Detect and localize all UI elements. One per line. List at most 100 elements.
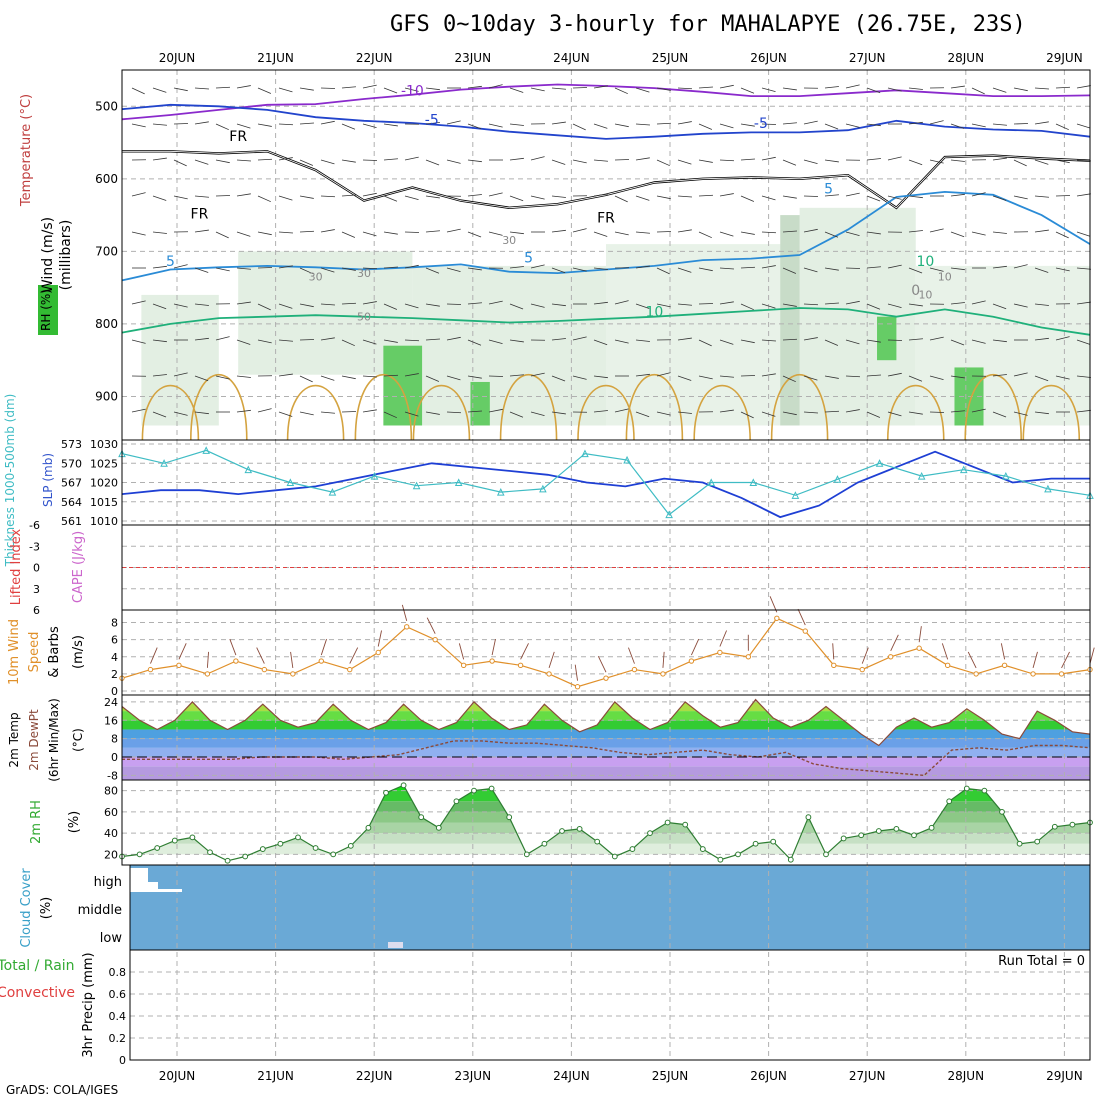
wind-barb <box>341 194 356 197</box>
wind-barb <box>677 337 692 341</box>
wind-barb <box>152 339 167 343</box>
wind-barb <box>1076 123 1091 129</box>
wind-barb <box>425 411 440 415</box>
wind-barb <box>593 123 608 129</box>
wind-barb <box>572 336 587 341</box>
temp-band <box>122 757 1090 767</box>
wind-barb <box>614 195 628 203</box>
wind-barb-10m <box>491 638 496 656</box>
stability-tick-label: 6 <box>33 604 40 617</box>
wind-barb <box>1076 193 1091 197</box>
wind-barb <box>404 156 419 161</box>
wind-barb <box>677 87 693 90</box>
wind-barb <box>467 123 482 130</box>
wind-barb <box>908 375 923 382</box>
wind-barb <box>320 195 336 198</box>
wind-barb <box>929 228 944 233</box>
pressure-tick-label: 700 <box>95 244 118 258</box>
wind-barb <box>173 195 188 200</box>
wind-barb <box>446 336 461 341</box>
precip-tick-label: 0.8 <box>109 966 127 979</box>
wind-speed-point <box>574 684 581 690</box>
thickness-point <box>875 459 884 467</box>
wind-barb <box>467 231 482 238</box>
wind-barb <box>1034 411 1049 415</box>
rh-shade <box>141 294 219 426</box>
rh-point <box>999 808 1005 815</box>
rh-legend-swatch <box>38 285 58 335</box>
contour--10-line <box>121 83 1091 121</box>
wind-barb <box>971 231 986 236</box>
thickness-tick-label: 570 <box>61 457 82 470</box>
wind-barb-10m <box>349 647 359 664</box>
wind-barb <box>299 195 314 199</box>
wind-barb <box>803 120 818 125</box>
thickness-point <box>665 510 673 519</box>
wind-barb <box>593 159 608 162</box>
contour-label: 5 <box>524 250 533 266</box>
contour-label: 5 <box>166 254 175 270</box>
wind-barb <box>236 85 251 89</box>
wind-barb <box>467 85 482 89</box>
wind-barb <box>320 120 335 125</box>
wind-barb <box>635 195 650 201</box>
wind-barb <box>488 339 503 345</box>
rh-point <box>682 821 689 828</box>
wind-barb <box>341 86 356 89</box>
wind-barb <box>761 373 776 377</box>
bottom-day-label: 25JUN <box>652 1069 689 1083</box>
top-day-label: 23JUN <box>455 51 492 65</box>
wind-barb <box>383 374 399 377</box>
wind-barb <box>992 374 1007 377</box>
wind-barb <box>152 87 167 93</box>
wind-speed-point <box>802 628 808 634</box>
wind-barb <box>719 339 734 345</box>
bottom-day-label: 20JUN <box>159 1069 196 1083</box>
wind-barb <box>971 300 986 305</box>
contour-FR-inner <box>122 150 1091 209</box>
axis-title-precip-1: Total / Rain <box>0 958 75 974</box>
wind-barb <box>572 159 587 164</box>
wind-barb <box>425 375 440 382</box>
wind-barb <box>509 157 524 161</box>
wind-barb-10m <box>520 643 529 660</box>
wind-barb <box>992 231 1007 234</box>
top-day-label: 25JUN <box>652 51 689 65</box>
wind-barb <box>194 87 209 90</box>
contour-label: FR <box>229 129 247 145</box>
wind-barb <box>593 267 608 270</box>
wind-barb <box>1034 159 1049 165</box>
wind-barb-10m <box>797 608 806 626</box>
wind-barb <box>215 159 230 164</box>
wind-barb <box>614 339 629 344</box>
wind-barb <box>530 87 545 92</box>
top-day-label: 22JUN <box>356 51 393 65</box>
wind-barb <box>278 265 293 269</box>
wind-tick-label: 2 <box>111 668 118 681</box>
wind-barb <box>719 84 734 89</box>
wind-speed-point <box>176 662 182 669</box>
top-day-label: 20JUN <box>159 51 196 65</box>
rh-point <box>312 845 319 851</box>
thickness-point <box>286 478 295 486</box>
wind-barb <box>824 339 839 346</box>
wind-barb <box>782 87 797 91</box>
cloud-level-label: high <box>94 875 122 890</box>
wind-speed-point <box>204 671 211 677</box>
rh-point <box>453 798 460 805</box>
rh-shade <box>780 215 800 426</box>
rh-point <box>893 825 900 832</box>
slp-tick-label: 1020 <box>90 477 118 490</box>
wind-barb <box>782 338 798 341</box>
wind-barb <box>635 265 650 269</box>
wind-barb <box>887 411 902 417</box>
wind-barb <box>257 158 273 161</box>
wind-barb <box>509 123 524 126</box>
wind-barb <box>383 231 398 235</box>
wind-barb <box>908 411 923 415</box>
wind-barb-10m <box>458 643 465 660</box>
wind-barb <box>719 375 734 378</box>
wind-barb <box>887 264 902 269</box>
rh-point <box>699 846 706 852</box>
wind-barb <box>1013 195 1028 200</box>
